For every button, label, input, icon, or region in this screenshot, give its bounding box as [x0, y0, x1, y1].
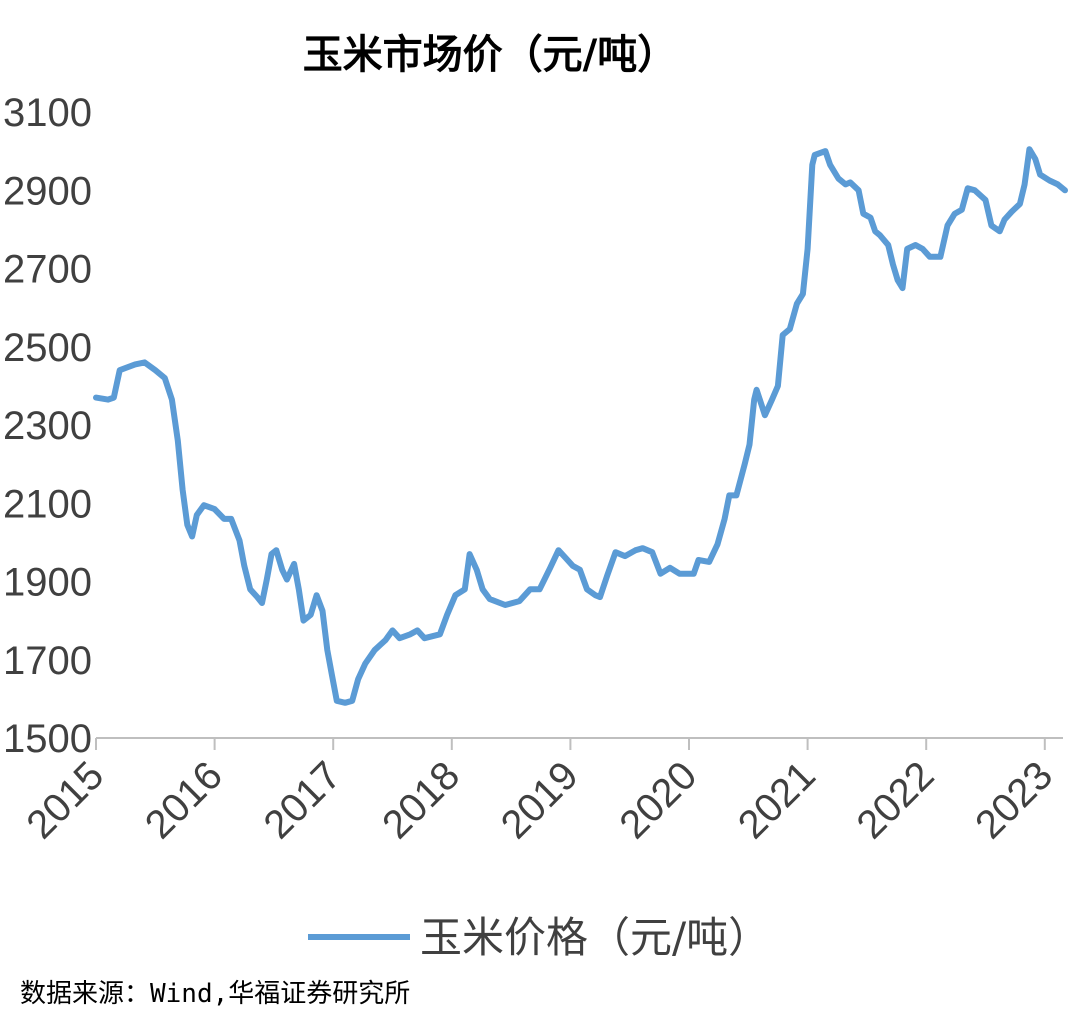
y-tick-label: 2900	[3, 169, 92, 213]
x-tick-label: 2019	[493, 753, 587, 847]
x-tick-label: 2022	[849, 753, 943, 847]
y-tick-label: 2500	[3, 326, 92, 370]
x-tick-label: 2021	[730, 753, 824, 847]
y-axis: 1500 1700 1900 2100 2300 2500 2700 2900 3100	[3, 91, 92, 761]
x-tick-label: 2023	[967, 753, 1061, 847]
x-tick-label: 2016	[137, 753, 231, 847]
y-tick-label: 3100	[3, 91, 92, 135]
y-tick-label: 2300	[3, 404, 92, 448]
chart-title: 玉米市场价（元/吨）	[303, 32, 678, 78]
y-tick-label: 1900	[3, 561, 92, 605]
y-tick-label: 1700	[3, 639, 92, 683]
legend-label: 玉米价格（元/吨）	[420, 913, 770, 962]
x-tick-label: 2017	[256, 753, 350, 847]
legend: 玉米价格（元/吨）	[308, 913, 770, 962]
x-tick-label: 2018	[374, 753, 468, 847]
source-note: 数据来源：Wind,华福证券研究所	[20, 979, 410, 1009]
series-line-corn-price	[93, 146, 1068, 706]
x-tick-label: 2020	[611, 753, 705, 847]
x-axis: 2015 2016 2017 2018 2019 2020 2021 2022 2023	[18, 737, 1063, 847]
x-tick-label: 2015	[18, 753, 112, 847]
y-tick-label: 2100	[3, 482, 92, 526]
y-tick-label: 2700	[3, 248, 92, 292]
y-tick-label: 1500	[3, 717, 92, 761]
